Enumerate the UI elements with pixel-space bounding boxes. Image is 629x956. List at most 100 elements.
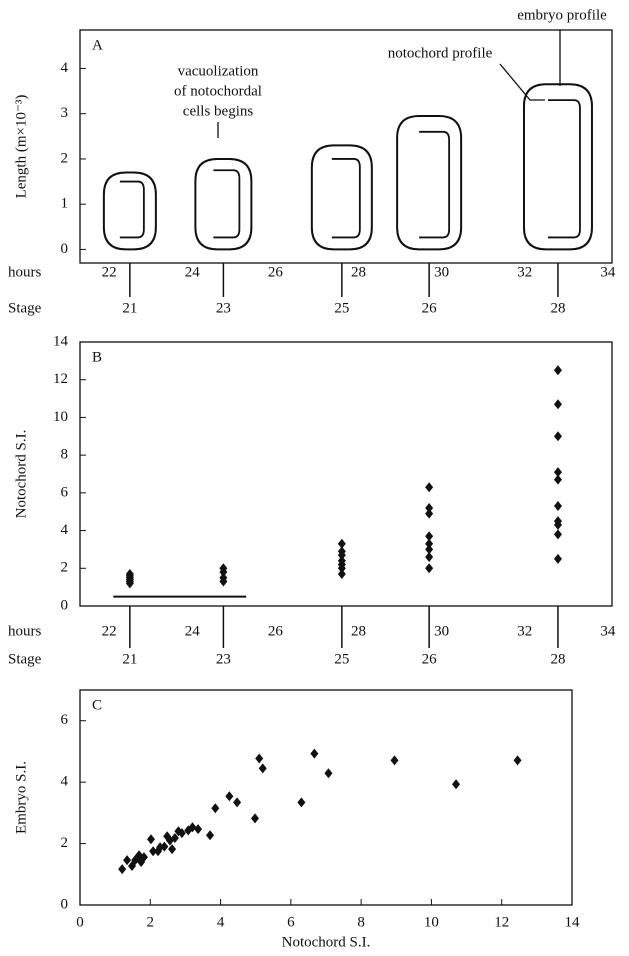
x-tick-label: 22 [102,264,117,280]
data-point [251,813,260,824]
data-point [337,568,346,579]
data-point [297,797,306,808]
stage-label: 21 [122,300,137,316]
data-point [553,553,562,564]
stage-row-label: Stage [8,651,42,667]
x-tick-label: 12 [494,914,509,930]
data-point [310,748,319,759]
legend-label: notochord profile [388,45,493,61]
y-tick-label: 2 [61,150,69,166]
data-point [211,803,220,814]
embryo-profile [310,144,373,251]
leader-line [499,63,545,101]
embryo-profile [522,83,593,251]
data-point [324,768,333,779]
stage-row-label: Stage [8,300,42,316]
data-point [553,474,562,485]
data-point [206,830,215,841]
y-tick-label: 0 [61,597,69,613]
x-tick-label: 22 [102,623,117,639]
data-point [170,833,179,844]
data-point [425,551,434,562]
data-point [219,563,228,574]
x-tick-label: 28 [351,623,366,639]
stage-label: 23 [216,651,231,667]
y-tick-label: 12 [53,371,68,387]
panel-label: B [92,349,102,365]
plot-frame [79,689,573,906]
data-point [452,779,461,790]
data-point [553,501,562,512]
notochord-profile [331,158,361,239]
x-tick-label: 34 [600,623,616,639]
data-point [425,502,434,513]
stage-label: 21 [122,651,137,667]
data-point [553,516,562,527]
data-point [233,797,242,808]
embryo-profile [102,171,157,251]
data-point [425,544,434,555]
y-tick-label: 2 [61,835,69,851]
data-point [258,763,267,774]
data-point [139,852,148,863]
data-point [177,828,186,839]
y-tick-label: 6 [61,484,69,500]
y-tick-label: 0 [61,896,69,912]
x-tick-label: 14 [565,914,581,930]
data-point [553,529,562,540]
y-tick-label: 8 [61,447,69,463]
data-point [125,568,134,579]
stage-label: 25 [334,651,349,667]
x-tick-label: 26 [268,623,284,639]
legend-label: embryo profile [517,7,607,23]
x-row-label: hours [8,264,41,280]
data-point [553,365,562,376]
data-point [425,508,434,519]
stage-label: 25 [334,300,349,316]
x-tick-label: 34 [600,264,616,280]
stage-label: 28 [550,651,565,667]
x-tick-label: 28 [351,264,366,280]
y-tick-label: 0 [61,241,69,257]
annotation: cells begins [183,103,254,119]
embryo-profile [396,114,463,251]
notochord-profile [213,169,241,239]
y-axis-label: Embryo S.I. [13,761,29,834]
data-point [146,834,155,845]
y-tick-label: 3 [61,105,69,121]
x-tick-label: 32 [517,264,532,280]
data-point [337,538,346,549]
y-tick-label: 1 [61,196,69,212]
plot-frame [79,29,613,264]
data-point [390,755,399,766]
data-point [425,563,434,574]
x-tick-label: 26 [268,264,284,280]
y-tick-label: 4 [61,774,69,790]
y-axis-label: Length (m×10⁻³) [13,95,29,199]
x-tick-label: 24 [185,264,201,280]
annotation: of notochordal [174,83,262,99]
x-tick-label: 6 [287,914,295,930]
data-point [425,531,434,542]
stage-label: 26 [422,651,438,667]
x-tick-label: 32 [517,623,532,639]
data-point [225,791,234,802]
notochord-profile [547,99,581,239]
data-point [118,864,127,875]
annotation: vacuolization [178,63,259,79]
y-tick-label: 6 [61,712,69,728]
data-point [513,755,522,766]
y-axis-label: Notochord S.I. [13,430,29,519]
data-point [168,844,177,855]
data-point [337,546,346,557]
x-tick-label: 30 [434,623,449,639]
data-point [425,482,434,493]
data-point [219,572,228,583]
x-tick-label: 8 [357,914,365,930]
data-point [123,855,132,866]
stage-label: 28 [550,300,565,316]
y-tick-label: 10 [53,409,68,425]
data-point [553,399,562,410]
